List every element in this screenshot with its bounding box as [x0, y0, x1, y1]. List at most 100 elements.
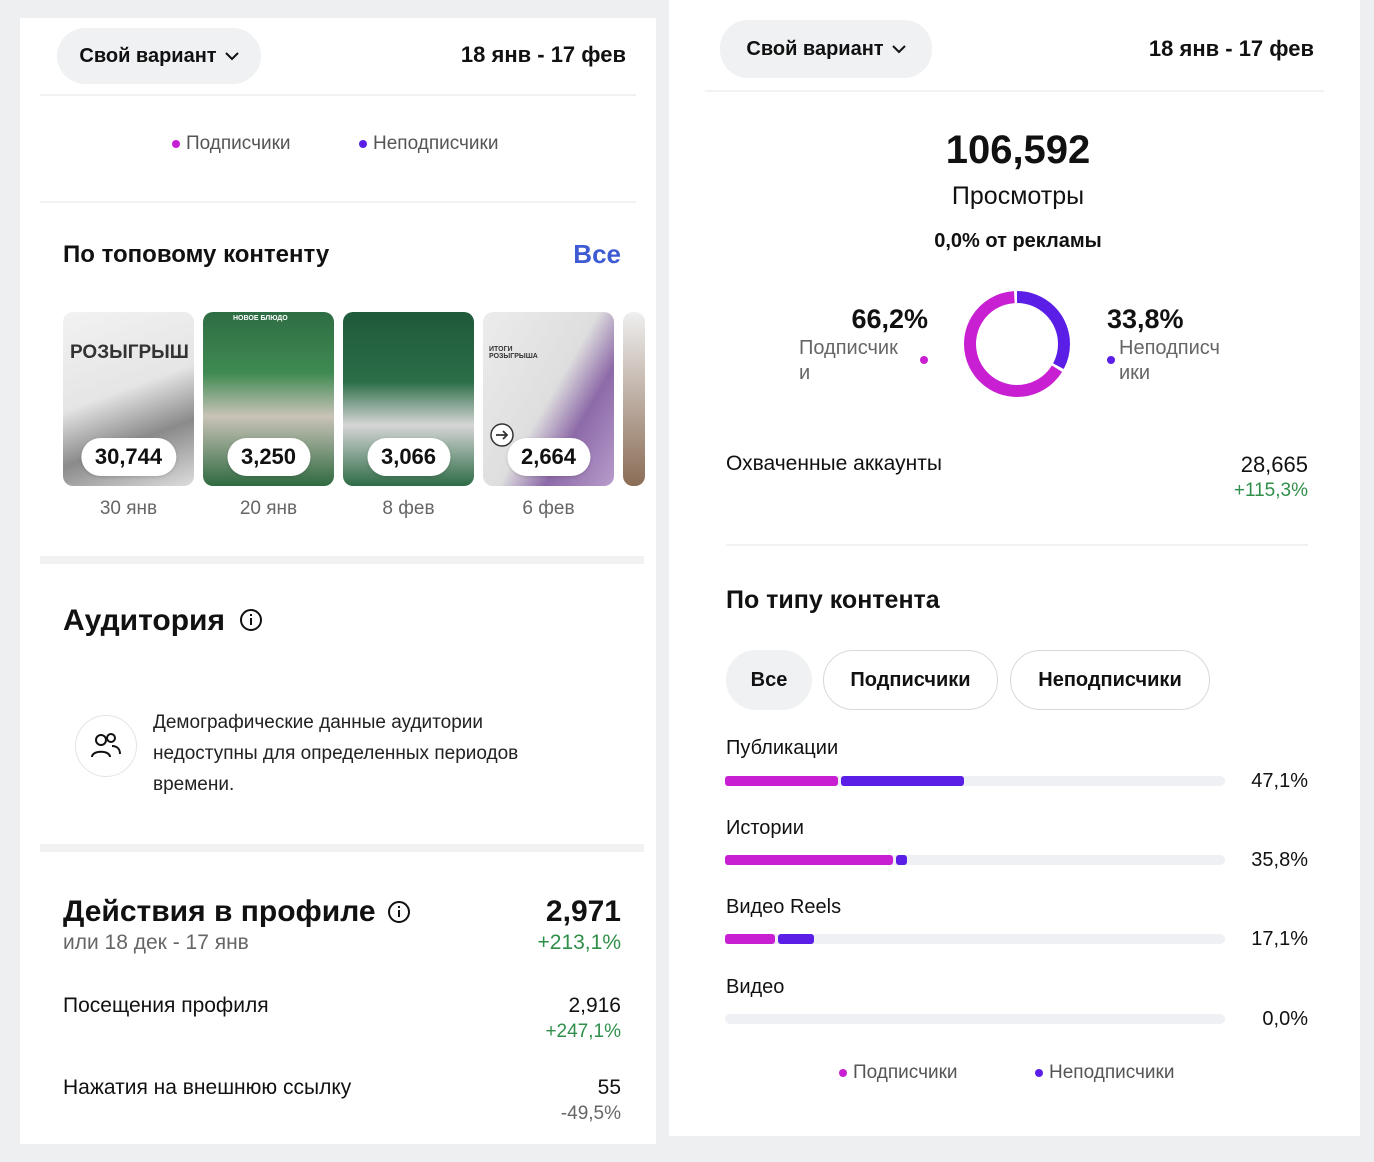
- ads-share: 0,0% от рекламы: [934, 230, 1102, 252]
- period-filter-label: Свой вариант: [746, 37, 884, 60]
- divider: [726, 544, 1308, 546]
- thumbnail-caption: РОЗЫГРЫШ: [70, 342, 189, 363]
- see-all-link[interactable]: Все: [573, 239, 621, 269]
- legend-followers-label: Подписчики: [186, 133, 291, 154]
- content-type-bar: [725, 776, 1225, 786]
- followers-label-line: и: [799, 362, 811, 384]
- followers-segment: [725, 776, 838, 786]
- section-divider: [40, 844, 644, 852]
- by-content-type-title: По типу контента: [726, 586, 940, 614]
- thumbnail-date: 20 янв: [239, 498, 298, 519]
- period-filter-label: Свой вариант: [79, 44, 217, 67]
- content-type-percent: 47,1%: [1251, 770, 1308, 792]
- link-taps-value: 55: [597, 1076, 621, 1099]
- non-followers-dot: [1035, 1069, 1043, 1077]
- non-followers-dot: [1107, 356, 1115, 364]
- legend-followers: Подписчики: [172, 133, 291, 155]
- content-type-percent: 35,8%: [1251, 849, 1308, 871]
- donut-non-followers-arc: [964, 291, 1070, 397]
- tab-followers[interactable]: Подписчики: [823, 650, 998, 710]
- thumbnail-views: 3,250: [226, 438, 311, 476]
- audience-icon-badge: [75, 715, 137, 777]
- content-type-percent: 0,0%: [1262, 1008, 1308, 1030]
- reached-accounts-label: Охваченные аккаунты: [726, 452, 942, 475]
- followers-dot: [920, 356, 928, 364]
- link-taps-label: Нажатия на внешнюю ссылку: [63, 1076, 352, 1099]
- arrow-right-icon: [490, 423, 514, 447]
- date-range: 18 янв - 17 фев: [1148, 36, 1314, 61]
- period-filter-button[interactable]: Свой вариант: [57, 28, 261, 84]
- legend-non-followers-label: Неподписчики: [373, 133, 499, 154]
- info-icon[interactable]: [387, 900, 411, 924]
- legend-non-followers: Неподписчики: [359, 133, 498, 155]
- followers-percent: 66,2%: [851, 304, 928, 334]
- audience-notice-line: времени.: [153, 774, 235, 795]
- content-type-bar: [725, 934, 1225, 944]
- chevron-down-icon: [224, 52, 239, 61]
- non-followers-segment: [778, 934, 814, 944]
- top-content-thumbnail[interactable]: НОВОЕ БЛЮДО 3,250: [203, 312, 334, 486]
- tab-non-followers[interactable]: Неподписчики: [1010, 650, 1210, 710]
- content-type-bar: [725, 855, 1225, 865]
- legend-followers-label: Подписчики: [853, 1062, 958, 1083]
- top-content-thumbnail[interactable]: 3,066: [343, 312, 474, 486]
- people-icon: [91, 733, 121, 758]
- thumbnail-views: 2,664: [506, 438, 591, 476]
- left-insights-panel: Свой вариант 18 янв - 17 фев Подписчики …: [20, 18, 656, 1144]
- followers-label-line: Подписчик: [799, 337, 898, 359]
- content-type-label: Видео: [726, 976, 785, 998]
- non-followers-segment: [841, 776, 964, 786]
- tab-all[interactable]: Все: [726, 650, 812, 710]
- audience-notice-line: недоступны для определенных периодов: [153, 743, 519, 764]
- followers-segment: [725, 855, 893, 865]
- content-type-label: Истории: [726, 817, 804, 839]
- donut-followers-arc: [964, 291, 1070, 397]
- audience-notice-line: Демографические данные аудитории: [153, 712, 484, 733]
- audience-notice: Демографические данные аудитории недосту…: [153, 707, 518, 800]
- date-range: 18 янв - 17 фев: [460, 42, 626, 67]
- views-label: Просмотры: [951, 182, 1085, 210]
- thumbnail-date: 8 фев: [382, 498, 435, 519]
- followers-label: Подписчик и: [799, 336, 898, 386]
- thumbnail-date: 6 фев: [522, 498, 575, 519]
- legend-followers: Подписчики: [839, 1062, 958, 1084]
- audience-title: Аудитория: [63, 604, 225, 637]
- profile-actions-total: 2,971: [545, 895, 621, 928]
- chevron-down-icon: [891, 45, 906, 54]
- thumbnail-views: 30,744: [80, 438, 177, 476]
- non-followers-label-line: Неподписч: [1119, 337, 1220, 359]
- views-total: 106,592: [945, 128, 1091, 172]
- legend-non-followers: Неподписчики: [1035, 1062, 1174, 1084]
- top-content-thumbnail[interactable]: ИТОГИ РОЗЫГРЫША 2,664: [483, 312, 614, 486]
- thumbnail-caption: ИТОГИ РОЗЫГРЫША: [489, 346, 538, 360]
- top-content-thumbnail-partial[interactable]: [623, 312, 645, 486]
- profile-actions-change: +213,1%: [537, 931, 622, 954]
- top-content-thumbnail[interactable]: РОЗЫГРЫШ 30,744: [63, 312, 194, 486]
- views-donut-chart: [964, 291, 1070, 397]
- thumbnail-views: 3,066: [366, 438, 451, 476]
- thumbnail-caption: НОВОЕ БЛЮДО: [233, 315, 288, 322]
- section-divider: [40, 556, 644, 564]
- content-type-label: Видео Reels: [726, 896, 842, 918]
- divider: [40, 201, 636, 203]
- non-followers-percent: 33,8%: [1107, 304, 1184, 334]
- right-insights-panel: Свой вариант 18 янв - 17 фев 106,592 Про…: [669, 0, 1360, 1136]
- link-taps-change: -49,5%: [560, 1103, 621, 1124]
- followers-segment: [725, 934, 775, 944]
- profile-visits-label: Посещения профиля: [63, 994, 269, 1017]
- non-followers-label-line: ики: [1119, 362, 1151, 384]
- period-filter-button[interactable]: Свой вариант: [720, 20, 932, 78]
- non-followers-segment: [896, 855, 907, 865]
- top-content-title: По топовому контенту: [63, 241, 330, 268]
- thumbnail-date: 30 янв: [99, 498, 158, 519]
- info-icon[interactable]: [239, 608, 263, 632]
- followers-dot: [839, 1069, 847, 1077]
- legend-non-followers-label: Неподписчики: [1049, 1062, 1175, 1083]
- content-type-bar: [725, 1014, 1225, 1024]
- divider: [40, 94, 636, 96]
- non-followers-dot: [359, 140, 367, 148]
- reached-accounts-change: +115,3%: [1233, 480, 1308, 501]
- profile-visits-change: +247,1%: [545, 1021, 621, 1042]
- non-followers-label: Неподписч ики: [1119, 336, 1220, 386]
- reached-accounts-value: 28,665: [1240, 452, 1308, 477]
